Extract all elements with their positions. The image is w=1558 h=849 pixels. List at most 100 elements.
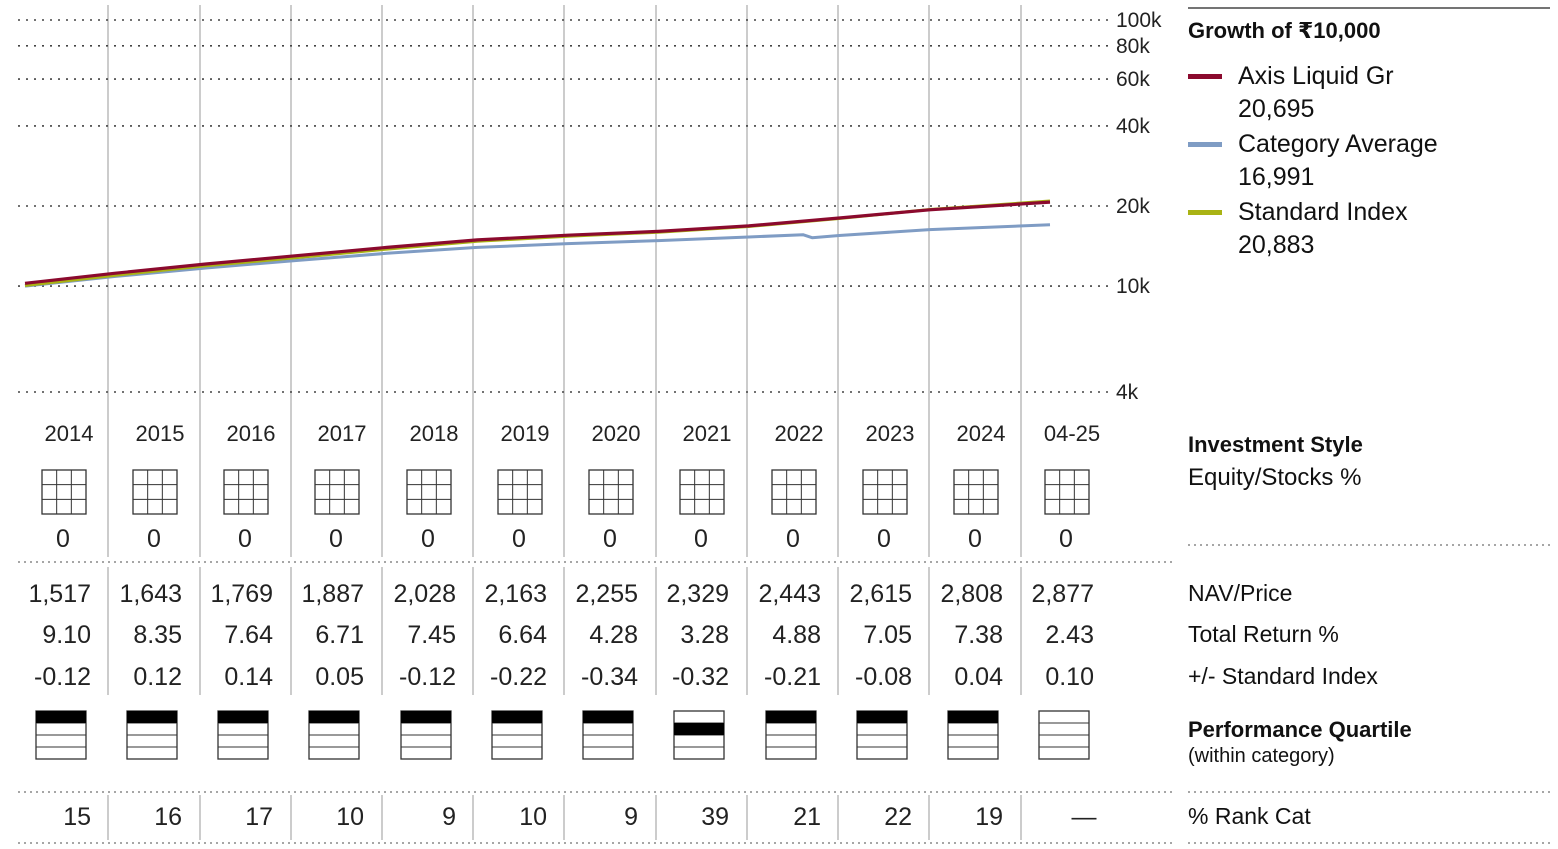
style-box (406, 469, 452, 515)
vs-index-value: -0.12 (399, 663, 456, 691)
nav-value: 2,808 (940, 580, 1003, 608)
vs-index-value: 0.12 (133, 663, 182, 691)
year-label: 2023 (866, 421, 915, 446)
year-label: 2019 (501, 421, 550, 446)
total-return-value: 4.28 (589, 621, 638, 649)
quartile-subtitle: (within category) (1188, 745, 1335, 767)
style-box (953, 469, 999, 515)
equity-value: 0 (877, 525, 891, 553)
equity-value: 0 (968, 525, 982, 553)
total-return-value: 7.45 (407, 621, 456, 649)
nav-value: 2,443 (758, 580, 821, 608)
equity-value: 0 (329, 525, 343, 553)
y-axis-ticks: 100k 80k 60k 40k 20k 10k 4k (1116, 9, 1162, 404)
vs-index-value: -0.08 (855, 663, 912, 691)
investment-style-title: Investment Style (1188, 432, 1363, 457)
year-label: 2024 (957, 421, 1006, 446)
series-line-0 (24, 200, 1051, 285)
total-return-value: 2.43 (1045, 621, 1094, 649)
grid-layer (18, 5, 1550, 844)
year-label: 2015 (136, 421, 185, 446)
nav-value: 1,643 (119, 580, 182, 608)
vs-index-value: -0.22 (490, 663, 547, 691)
equity-value: 0 (512, 525, 526, 553)
quartile-fill (401, 711, 451, 723)
style-box (314, 469, 360, 515)
y-tick-label: 10k (1116, 275, 1150, 298)
rank-value: 15 (63, 803, 91, 831)
total-return-value: 4.88 (772, 621, 821, 649)
vs-index-value: -0.12 (34, 663, 91, 691)
equity-value: 0 (786, 525, 800, 553)
y-tick-label: 100k (1116, 9, 1162, 32)
legend-label-index: Standard Index (1238, 198, 1408, 226)
total-return-value: 6.71 (315, 621, 364, 649)
year-label: 2016 (227, 421, 276, 446)
series-layer (24, 199, 1051, 288)
quartile-label-block: Performance Quartile (within category) (1188, 717, 1412, 768)
total-return-value: 8.35 (133, 621, 182, 649)
legend-swatch-index (1188, 210, 1222, 215)
style-box (771, 469, 817, 515)
vs-index-value: 0.10 (1045, 663, 1094, 691)
style-box (588, 469, 634, 515)
total-return-value: 9.10 (42, 621, 91, 649)
y-tick-label: 40k (1116, 115, 1150, 138)
rank-value: 39 (701, 803, 729, 831)
rank-value: 19 (975, 803, 1003, 831)
rank-value: 10 (336, 803, 364, 831)
series-line-1 (24, 223, 1051, 288)
nav-row-label: NAV/Price (1188, 580, 1293, 606)
rank-value: 10 (519, 803, 547, 831)
equity-value: 0 (603, 525, 617, 553)
nav-value: 2,255 (575, 580, 638, 608)
quartile-fill (766, 711, 816, 723)
legend: Growth of ₹10,000 Axis Liquid Gr 20,695 … (1188, 18, 1548, 264)
equity-value: 0 (1059, 525, 1073, 553)
legend-value-fund: 20,695 (1238, 95, 1315, 123)
style-box (1044, 469, 1090, 515)
style-box (862, 469, 908, 515)
quartile-fill (674, 723, 724, 735)
equity-value: 0 (694, 525, 708, 553)
legend-title: Growth of ₹10,000 (1188, 18, 1381, 43)
y-tick-label: 60k (1116, 68, 1150, 91)
quartile-fill (583, 711, 633, 723)
legend-value-category: 16,991 (1238, 163, 1315, 191)
vs-index-value: 0.05 (315, 663, 364, 691)
nav-value: 2,028 (393, 580, 456, 608)
vs-index-value: -0.32 (672, 663, 729, 691)
equity-value: 0 (238, 525, 252, 553)
year-label: 2018 (410, 421, 459, 446)
legend-label-category: Category Average (1238, 130, 1438, 158)
nav-value: 1,517 (28, 580, 91, 608)
nav-value: 1,769 (210, 580, 273, 608)
year-label: 04-25 (1044, 421, 1100, 446)
vs-index-value: -0.34 (581, 663, 638, 691)
equity-value: 0 (147, 525, 161, 553)
legend-item-fund: Axis Liquid Gr 20,695 (1188, 60, 1548, 126)
rank-value: 17 (245, 803, 273, 831)
quartile-title: Performance Quartile (1188, 717, 1412, 742)
total-return-row-label: Total Return % (1188, 621, 1339, 647)
vs-index-value: 0.14 (224, 663, 273, 691)
style-box (497, 469, 543, 515)
legend-swatch-category (1188, 142, 1222, 147)
quartile-fill (218, 711, 268, 723)
style-box (223, 469, 269, 515)
nav-value: 2,329 (666, 580, 729, 608)
total-return-value: 7.64 (224, 621, 273, 649)
y-tick-label: 20k (1116, 195, 1150, 218)
legend-item-index: Standard Index 20,883 (1188, 196, 1548, 262)
quartile-fill (857, 711, 907, 723)
equity-value: 0 (421, 525, 435, 553)
rank-value: — (1072, 803, 1097, 831)
vs-index-value: -0.21 (764, 663, 821, 691)
nav-value: 1,887 (301, 580, 364, 608)
quartile-fill (127, 711, 177, 723)
rank-value: 9 (624, 803, 638, 831)
rank-value: 22 (884, 803, 912, 831)
year-label: 2020 (592, 421, 641, 446)
total-return-value: 3.28 (680, 621, 729, 649)
